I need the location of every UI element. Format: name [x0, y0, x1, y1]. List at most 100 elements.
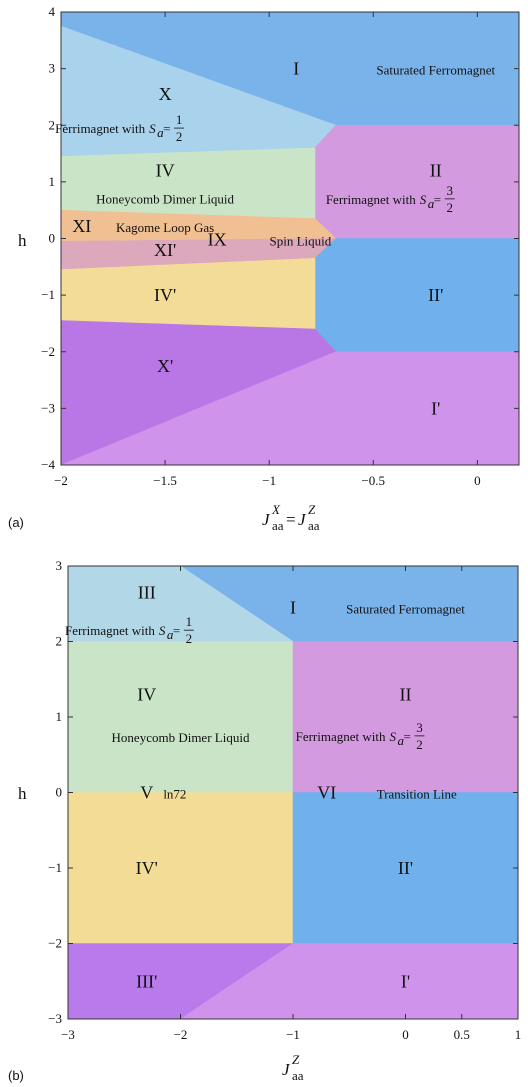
- equals-sign: =: [173, 623, 180, 638]
- panel-a-ylabel: h: [18, 231, 27, 250]
- panel-a-ytick-label: 1: [49, 174, 56, 189]
- panel-b-xtick-label: 0: [402, 1027, 409, 1042]
- panel-a-phase-label: X: [159, 84, 172, 104]
- svg-text:aa: aa: [272, 518, 284, 533]
- equals-sign: =: [404, 729, 411, 744]
- spin-subscript: a: [428, 196, 435, 211]
- svg-text:aa: aa: [308, 518, 320, 533]
- panel-a-region-iv: [60, 147, 316, 220]
- ferrimagnet-prefix: Ferrimagnet with: [326, 192, 416, 207]
- panel-b-region-ii: [292, 641, 519, 793]
- spin-symbol: S: [149, 121, 156, 136]
- panel-a-xtick-label: −2: [54, 473, 68, 488]
- panel-b-phase-label: I: [290, 598, 296, 618]
- panel-b-tag: (b): [8, 1068, 24, 1083]
- panel-b-region-v_ivp: [67, 792, 294, 944]
- equals-sign: =: [434, 192, 441, 207]
- panel-b-ylabel: h: [18, 784, 27, 803]
- panel-b-ticks: −3 −2 −1 0 0.5 1 3 2 1 0 −1 −2 −3: [48, 558, 521, 1042]
- panel-a-phase-label: XI': [154, 240, 176, 260]
- panel-a-phase-label: II': [428, 285, 443, 305]
- spin-symbol: S: [159, 623, 166, 638]
- fraction-numerator: 1: [176, 112, 183, 127]
- panel-a-ticks: −2 −1.5 −1 −0.5 0 4 3 2 1 0 −1 −2 −3 −4: [41, 4, 519, 488]
- panel-a-xtick-label: −1.5: [153, 473, 177, 488]
- equals-sign: =: [163, 121, 170, 136]
- panel-b-phase-label: ln72: [163, 787, 186, 802]
- panel-b-ytick-label: 0: [56, 785, 63, 800]
- panel-b-ytick-label: −3: [48, 1011, 62, 1026]
- panel-a-phase-label: X': [157, 356, 173, 376]
- panel-b-phase-label: VI: [317, 783, 336, 803]
- panel-a-region-ii: [314, 125, 520, 239]
- panel-b-phase-label: III': [136, 971, 157, 991]
- panel-a-phase-label: Honeycomb Dimer Liquid: [96, 192, 234, 207]
- panel-b-xtick-label: 1: [515, 1027, 522, 1042]
- panel-a-phase-label: XI: [72, 216, 91, 236]
- fraction-denominator: 2: [416, 737, 423, 752]
- panel-a-region-iip: [314, 238, 520, 353]
- fraction-numerator: 1: [186, 614, 193, 629]
- svg-text:J: J: [282, 1060, 291, 1079]
- panel-a-phase-label: Saturated Ferromagnet: [376, 63, 495, 78]
- panel-a-xtick-label: 0: [474, 473, 481, 488]
- spin-symbol: S: [390, 729, 397, 744]
- panel-a-phase-label: IV': [154, 285, 176, 305]
- fraction-numerator: 3: [446, 183, 453, 198]
- panel-a-ytick-label: −4: [41, 457, 55, 472]
- panel-a-regions: [60, 11, 520, 466]
- panel-a-xtick-label: −0.5: [361, 473, 385, 488]
- panel-a-ytick-label: 4: [49, 4, 56, 19]
- panel-a-phase-label: II: [430, 161, 442, 181]
- panel-b-phase-label: Transition Line: [377, 787, 457, 802]
- panel-b-xtick-label: −3: [61, 1027, 75, 1042]
- svg-text:=: =: [286, 510, 296, 529]
- panel-b-ytick-label: −1: [48, 860, 62, 875]
- panel-a-ytick-label: −1: [41, 287, 55, 302]
- fraction-denominator: 2: [186, 631, 193, 646]
- panel-b-region-iv: [67, 641, 294, 793]
- panel-a-phase-label: IV: [156, 161, 175, 181]
- panel-b-regions: [67, 565, 519, 1020]
- panel-b-phase-label: IV: [137, 684, 156, 704]
- panel-a-xtick-label: −1: [262, 473, 276, 488]
- panel-b-phase-label: Honeycomb Dimer Liquid: [112, 730, 250, 745]
- panel-b-phase-label: V: [140, 783, 153, 803]
- panel-b-ytick-label: 2: [56, 634, 63, 649]
- panel-a-phase-label: IX: [208, 230, 227, 250]
- panel-b-phase-label: I': [401, 971, 410, 991]
- fraction-denominator: 2: [446, 200, 453, 215]
- panel-a-ytick-label: −3: [41, 400, 55, 415]
- svg-text:J: J: [262, 510, 271, 529]
- panel-b-phase-label: III: [138, 582, 156, 602]
- svg-text:J: J: [298, 510, 307, 529]
- ferrimagnet-prefix: Ferrimagnet with: [296, 729, 386, 744]
- panel-a-phase-label: I': [431, 398, 440, 418]
- panel-b-phase-label: Saturated Ferromagnet: [346, 602, 465, 617]
- panel-a-phase-label: I: [293, 59, 299, 79]
- spin-subscript: a: [167, 627, 174, 642]
- panel-a-tag: (a): [8, 515, 24, 530]
- spin-subscript: a: [398, 733, 405, 748]
- panel-b-ytick-label: −2: [48, 936, 62, 951]
- ferrimagnet-prefix: Ferrimagnet with: [65, 623, 155, 638]
- svg-text:Z: Z: [308, 502, 316, 517]
- panel-b-ytick-label: 3: [56, 558, 63, 573]
- svg-text:aa: aa: [292, 1068, 304, 1083]
- panel-a-ytick-label: 0: [49, 231, 56, 246]
- svg-text:X: X: [271, 502, 281, 517]
- panel-b-xlabel: J aa Z: [282, 1052, 304, 1083]
- panel-a-region-ivp: [60, 257, 316, 330]
- panel-a-xlabel: J aa X = J aa Z: [262, 502, 320, 533]
- panel-b-phase-label: II: [400, 684, 412, 704]
- spin-subscript: a: [157, 125, 164, 140]
- panel-a-chart: −2 −1.5 −1 −0.5 0 4 3 2 1 0 −1 −2 −3 −4 I Saturated Fe…: [8, 4, 520, 533]
- panel-b-xtick-label: −2: [174, 1027, 188, 1042]
- panel-a-phase-label: Kagome Loop Gas: [116, 220, 214, 235]
